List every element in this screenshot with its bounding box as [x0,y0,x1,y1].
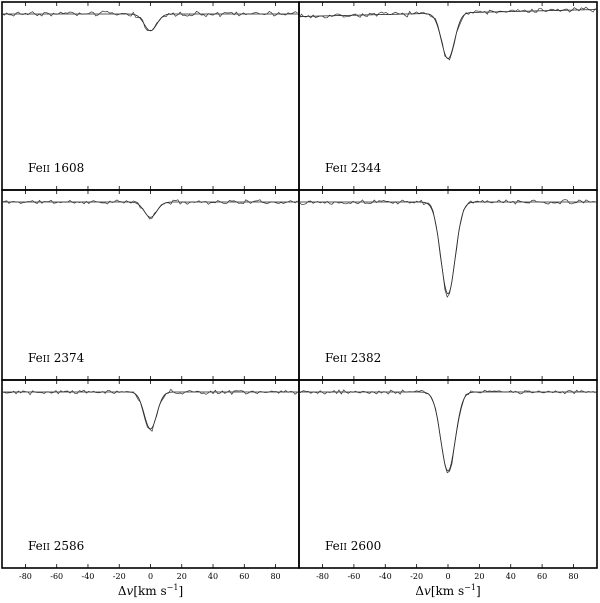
fit-profile-line [2,201,299,218]
observed-spectrum-line [298,199,596,298]
fit-profile-line [2,13,299,32]
observed-spectrum-line [1,199,298,220]
x-tick-label: 40 [208,572,218,581]
panel-frame [1,379,300,569]
observed-spectrum-line [298,6,596,61]
x-tick-label: 40 [506,572,516,581]
x-tick-label: -20 [113,572,126,581]
panel-label: FeII 1608 [28,161,84,175]
spectrum-panel: FeII 2344 [298,1,598,191]
observed-spectrum-line [1,388,298,432]
observed-spectrum-line [1,10,298,31]
x-axis-title: Δv[km s−1] [415,583,480,598]
panel-frame [298,379,598,569]
x-tick-label: -80 [316,572,329,581]
x-tick-label: 20 [474,572,484,581]
panels-layer: FeII 1608 FeII 2344 FeII 2374 FeII 2382 FeII… [1,1,598,569]
panel-frame [298,1,598,191]
x-tick-label: 0 [445,572,450,581]
fit-profile-line [299,391,597,472]
spectrum-panel: FeII 2382 [298,189,598,381]
spectrum-panel: FeII 2586 [1,379,300,569]
x-tick-label: -80 [19,572,32,581]
x-tick-label: -60 [347,572,360,581]
x-tick-label: 0 [148,572,153,581]
panel-label: FeII 2374 [28,351,85,365]
x-tick-label: 20 [177,572,187,581]
observed-spectrum-line [298,389,596,474]
axis-labels-layer: -80 -60 -40 -20 0 20 40 60 80 Δv[km s−1] -80 -60 -40… [19,572,579,598]
x-tick-label: -20 [410,572,423,581]
fit-profile-line [2,391,299,430]
x-tick-label: -60 [50,572,63,581]
x-tick-label: 80 [270,572,280,581]
x-tick-label: 80 [568,572,578,581]
spectrum-panel: FeII 2600 [298,379,598,569]
x-tick-label: 60 [537,572,547,581]
spectrum-panel: FeII 2374 [1,189,300,381]
x-tick-label: -40 [82,572,95,581]
x-tick-label: -40 [379,572,392,581]
panel-label: FeII 2586 [28,539,84,553]
fit-profile-line [299,201,597,295]
x-axis-title: Δv[km s−1] [118,583,183,598]
panel-label: FeII 2600 [325,539,381,553]
x-tick-label: 60 [239,572,249,581]
panel-frame [298,189,598,381]
panel-label: FeII 2382 [325,351,381,365]
spectrum-panel: FeII 1608 [1,1,300,191]
panel-label: FeII 2344 [325,161,382,175]
